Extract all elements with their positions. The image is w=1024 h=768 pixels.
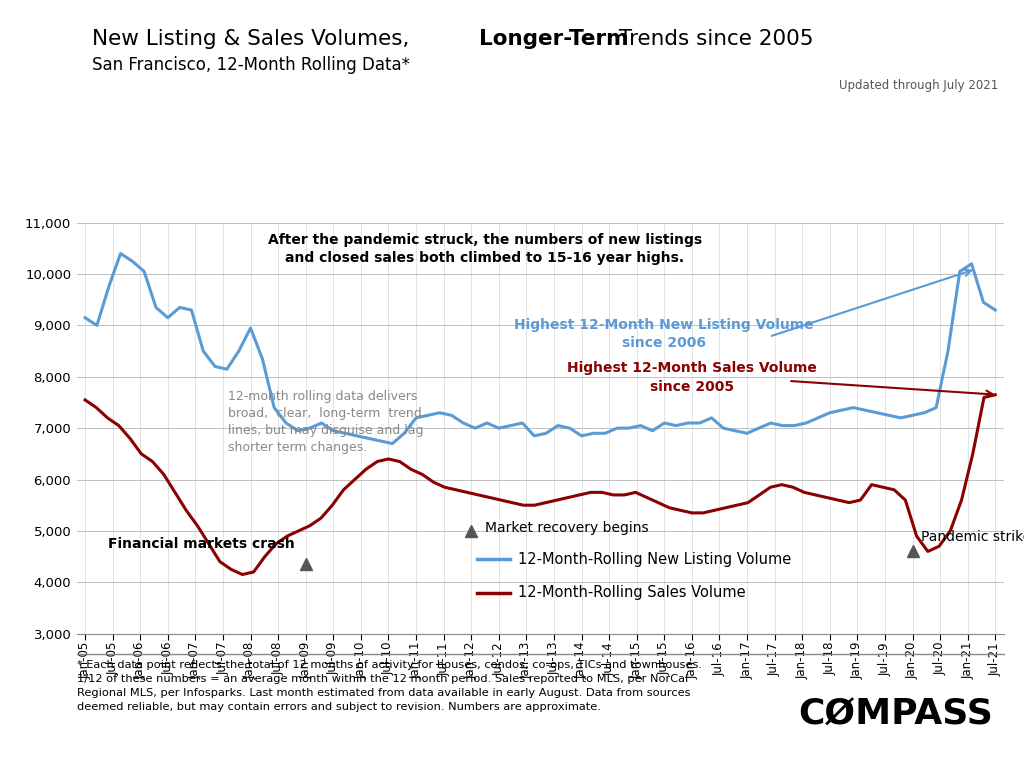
Text: 12-Month-Rolling Sales Volume: 12-Month-Rolling Sales Volume xyxy=(518,585,745,600)
Text: Market recovery begins: Market recovery begins xyxy=(485,521,648,535)
Text: After the pandemic struck, the numbers of new listings
and closed sales both cli: After the pandemic struck, the numbers o… xyxy=(268,233,702,266)
Text: Highest 12-Month New Listing Volume
since 2006: Highest 12-Month New Listing Volume sinc… xyxy=(514,318,814,350)
Text: Pandemic strikes: Pandemic strikes xyxy=(921,530,1024,544)
Text: Longer-Term: Longer-Term xyxy=(479,29,629,49)
Text: Updated through July 2021: Updated through July 2021 xyxy=(839,79,998,92)
Text: Highest 12-Month Sales Volume
since 2005: Highest 12-Month Sales Volume since 2005 xyxy=(567,362,817,394)
Text: 12-Month-Rolling New Listing Volume: 12-Month-Rolling New Listing Volume xyxy=(518,551,792,567)
Text: * Each data point reflects the total of 12 months of activity for houses, condos: * Each data point reflects the total of … xyxy=(77,660,701,713)
Text: Financial markets crash: Financial markets crash xyxy=(108,538,295,551)
Text: San Francisco, 12-Month Rolling Data*: San Francisco, 12-Month Rolling Data* xyxy=(92,56,411,74)
Text: Trends since 2005: Trends since 2005 xyxy=(612,29,814,49)
Text: New Listing & Sales Volumes,: New Listing & Sales Volumes, xyxy=(92,29,417,49)
Text: 12-month rolling data delivers
broad,  clear,  long-term  trend
lines, but may d: 12-month rolling data delivers broad, cl… xyxy=(228,389,424,454)
Text: CØMPASS: CØMPASS xyxy=(799,697,993,731)
